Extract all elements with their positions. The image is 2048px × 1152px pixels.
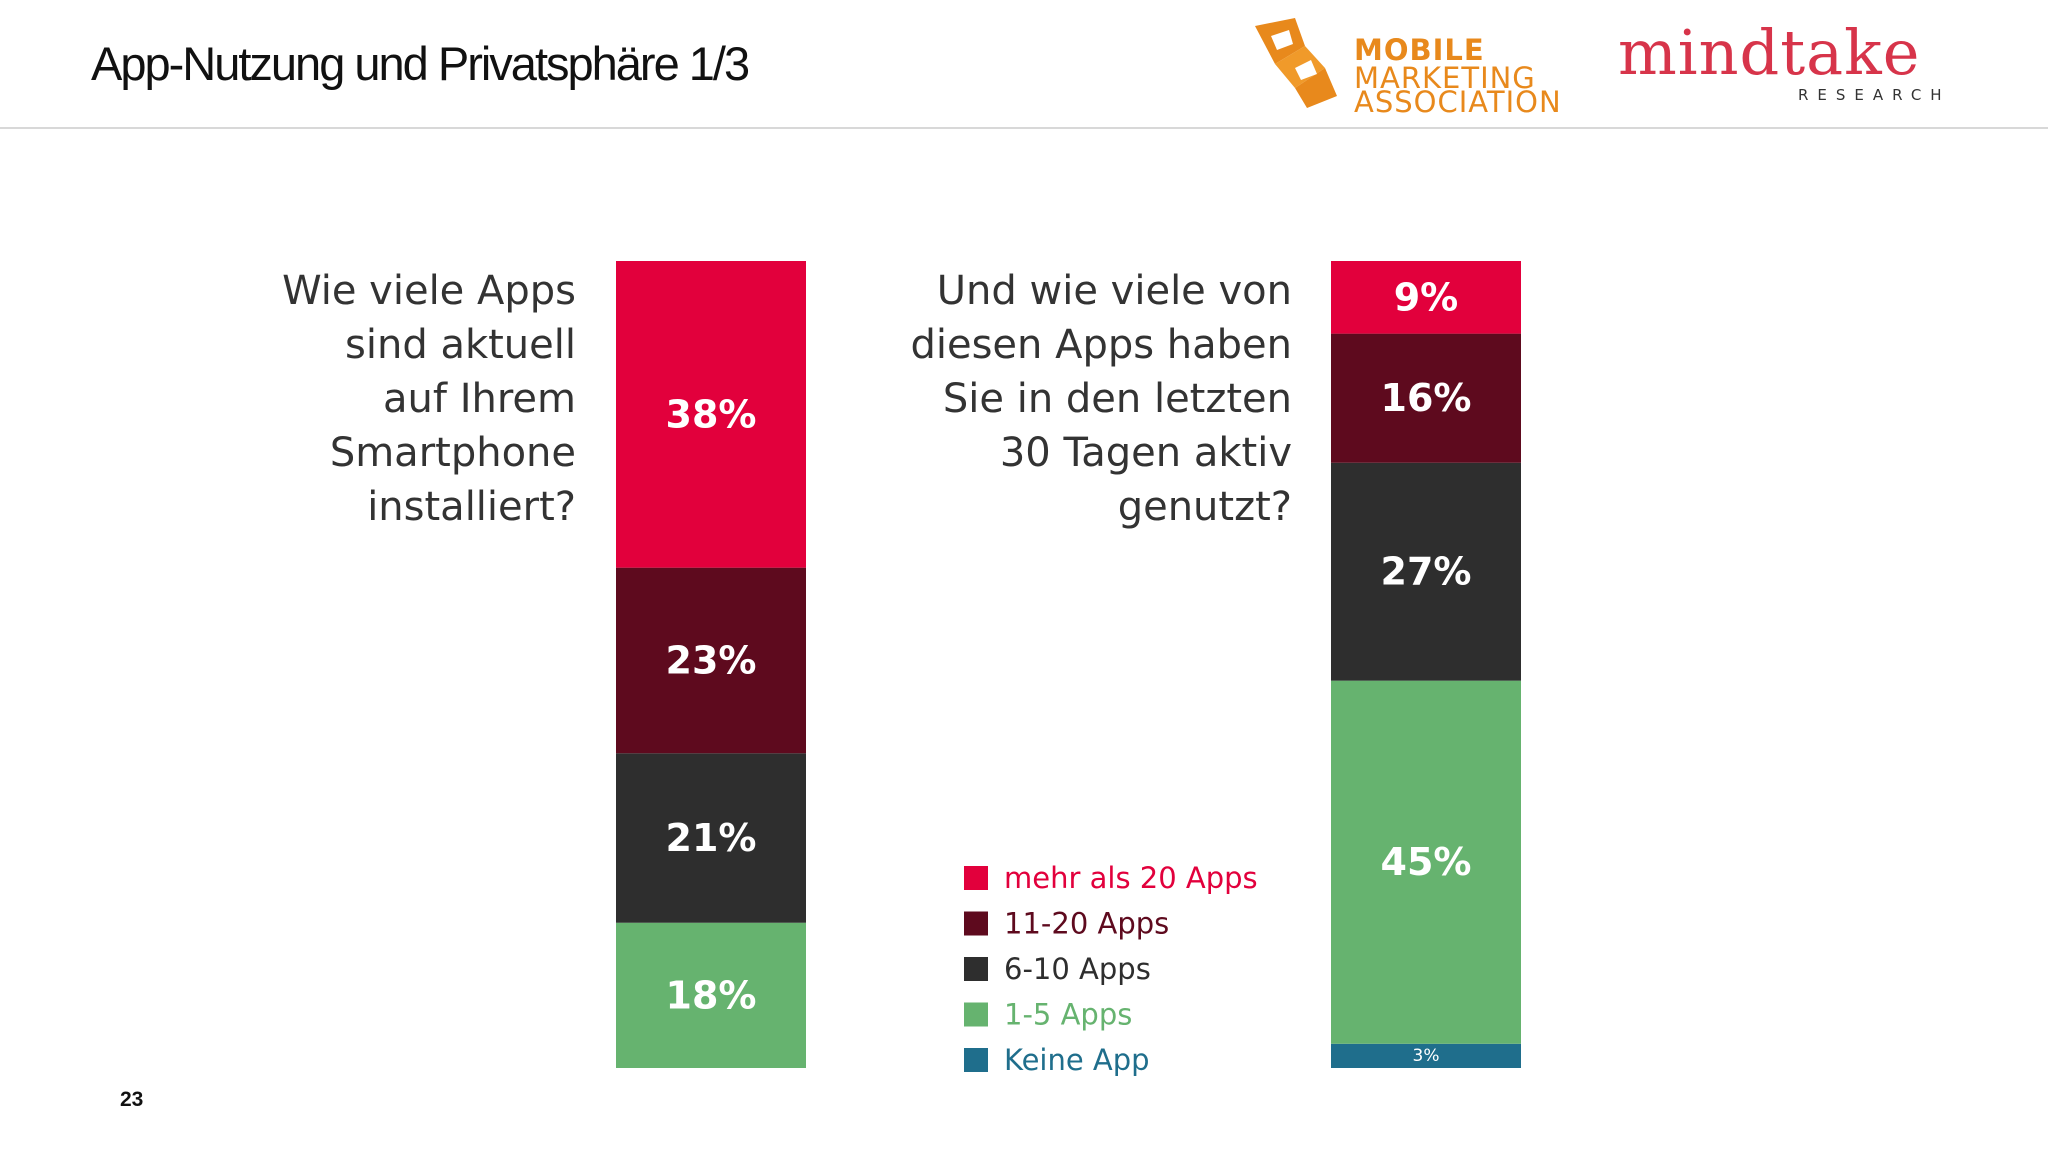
bar-segment xyxy=(616,261,806,568)
value-label: 27% xyxy=(1381,550,1472,594)
legend-swatch xyxy=(964,1048,988,1072)
value-label: 16% xyxy=(1381,376,1472,420)
bar-segment xyxy=(616,922,806,1068)
mindtake-logo: mindtake xyxy=(1618,16,1921,89)
value-label: 45% xyxy=(1381,840,1472,884)
bar-segment xyxy=(1331,1043,1521,1068)
bar-segment xyxy=(616,753,806,923)
mindtake-logo-sub: RESEARCH xyxy=(1798,86,1951,104)
mma-logo-mark xyxy=(1255,18,1337,108)
legend-label: 6-10 Apps xyxy=(1004,952,1151,986)
value-label: 38% xyxy=(666,392,757,436)
value-label: 9% xyxy=(1394,275,1459,319)
question: Wie viele Apps sind aktuell auf Ihrem Sm… xyxy=(282,268,576,530)
bar-segment xyxy=(1331,333,1521,463)
mma-logo-text: MARKETING xyxy=(1354,61,1536,95)
bar-segment xyxy=(1331,680,1521,1044)
legend-swatch xyxy=(964,911,988,936)
question: Und wie viele von diesen Apps haben Sie … xyxy=(910,268,1292,530)
value-label: 23% xyxy=(666,638,757,682)
value-label: 3% xyxy=(1413,1046,1440,1066)
page-number: 23 xyxy=(120,1088,144,1111)
legend-label: 11-20 Apps xyxy=(1004,907,1169,941)
value-label: 18% xyxy=(666,973,757,1017)
legend-label: 1-5 Apps xyxy=(1004,998,1132,1032)
bar-segment xyxy=(1331,261,1521,334)
legend-swatch xyxy=(964,866,988,890)
legend-swatch xyxy=(964,957,988,981)
legend-label: mehr als 20 Apps xyxy=(1004,861,1258,895)
mma-logo-text: ASSOCIATION xyxy=(1354,85,1562,119)
slide-title: App-Nutzung und Privatsphäre 1/3 xyxy=(91,37,750,90)
bar-segment xyxy=(616,567,806,754)
legend-label: Keine App xyxy=(1004,1043,1150,1077)
header-rule xyxy=(0,127,2048,129)
value-label: 21% xyxy=(666,816,757,860)
mma-logo-text: MOBILE xyxy=(1354,33,1485,67)
legend-swatch xyxy=(964,1002,988,1027)
bar-segment xyxy=(1331,462,1521,681)
